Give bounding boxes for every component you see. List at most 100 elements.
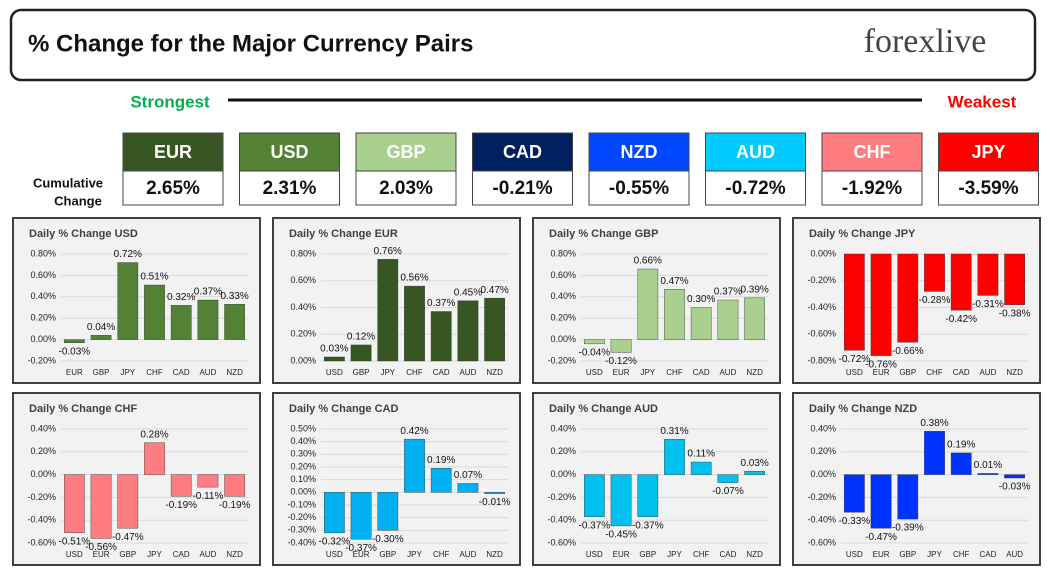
x-tick-label: GBP <box>353 368 370 377</box>
y-tick-label: 0.20% <box>30 313 56 323</box>
y-tick-label: 0.50% <box>290 423 316 433</box>
bar <box>117 262 139 340</box>
bar <box>484 492 505 494</box>
value-label: 0.03% <box>320 344 348 355</box>
currency-value: -3.59% <box>958 178 1018 199</box>
value-label: 0.01% <box>974 460 1002 471</box>
bar <box>224 474 245 497</box>
x-tick-label: EUR <box>93 550 110 559</box>
x-tick-label: EUR <box>613 550 630 559</box>
y-tick-label: 0.20% <box>290 461 316 471</box>
y-tick-label: -0.40% <box>807 515 836 525</box>
y-tick-label: 0.00% <box>550 334 576 344</box>
bar <box>64 339 85 344</box>
y-tick-label: 0.20% <box>810 446 836 456</box>
bar <box>457 300 479 362</box>
currency-value-box <box>821 170 923 206</box>
x-tick-label: EUR <box>353 550 370 559</box>
currency-header <box>938 132 1039 172</box>
currency-value-box <box>122 170 224 206</box>
chart-title: Daily % Change NZD <box>809 403 917 415</box>
x-tick-label: JPY <box>380 368 395 377</box>
chart-title: Daily % Change USD <box>29 228 138 240</box>
bar <box>690 307 712 340</box>
currency-value-box <box>239 170 340 206</box>
bar <box>117 474 139 529</box>
bar <box>717 474 739 483</box>
x-tick-label: JPY <box>147 550 162 559</box>
x-tick-label: CAD <box>719 550 736 559</box>
y-tick-label: 0.40% <box>810 423 836 433</box>
currency-value-box <box>355 170 457 206</box>
value-label: -0.01% <box>479 497 511 508</box>
value-label: -0.37% <box>579 520 611 531</box>
x-tick-label: USD <box>326 368 343 377</box>
chart-title: Daily % Change GBP <box>549 228 658 240</box>
value-label: 0.39% <box>740 285 768 296</box>
y-tick-label: -0.40% <box>547 515 576 525</box>
y-tick-label: 0.60% <box>550 270 576 280</box>
x-tick-label: JPY <box>407 550 422 559</box>
x-tick-label: USD <box>846 368 863 377</box>
bar <box>950 253 972 311</box>
x-tick-label: NZD <box>486 550 503 559</box>
currency-value: -1.92% <box>842 178 902 199</box>
y-tick-label: 0.80% <box>30 248 56 258</box>
currency-header <box>122 132 224 172</box>
x-tick-label: CHF <box>433 550 450 559</box>
value-label: -0.72% <box>839 354 871 365</box>
bar <box>584 339 605 345</box>
x-tick-label: CAD <box>979 550 996 559</box>
row-label: Cumulative <box>33 175 103 190</box>
currency-name: AUD <box>736 142 775 162</box>
y-tick-label: 0.00% <box>290 355 316 365</box>
x-tick-label: AUD <box>199 550 216 559</box>
x-tick-label: JPY <box>667 550 682 559</box>
x-tick-label: NZD <box>1006 368 1023 377</box>
currency-name: NZD <box>621 142 658 162</box>
value-label: 0.47% <box>480 285 508 296</box>
value-label: -0.19% <box>219 500 251 511</box>
y-tick-label: -0.20% <box>547 492 576 502</box>
y-tick-label: -0.20% <box>27 492 56 502</box>
value-label: 0.03% <box>740 458 768 469</box>
x-tick-label: CAD <box>433 368 450 377</box>
bar <box>744 297 765 340</box>
bar <box>870 474 892 529</box>
currency-header <box>588 132 690 172</box>
currency-name: EUR <box>154 142 192 162</box>
value-label: -0.42% <box>945 314 977 325</box>
bar <box>977 473 999 475</box>
currency-header <box>472 132 573 172</box>
value-label: 0.38% <box>920 418 948 429</box>
panel-frame <box>272 392 521 566</box>
x-tick-label: JPY <box>120 368 135 377</box>
value-label: -0.33% <box>839 516 871 527</box>
value-label: 0.31% <box>660 426 688 437</box>
y-tick-label: -0.60% <box>807 329 836 339</box>
y-tick-label: 0.00% <box>550 469 576 479</box>
header-box <box>9 8 1037 82</box>
x-tick-label: AUD <box>459 550 476 559</box>
value-label: 0.19% <box>427 455 455 466</box>
y-tick-label: 0.30% <box>290 449 316 459</box>
bar <box>897 253 919 343</box>
y-tick-label: -0.20% <box>807 492 836 502</box>
y-tick-label: 0.00% <box>30 469 56 479</box>
y-tick-label: -0.10% <box>287 499 316 509</box>
value-label: -0.03% <box>999 482 1031 493</box>
y-tick-label: -0.40% <box>807 302 836 312</box>
currency-name: GBP <box>386 142 425 162</box>
currency-value: 2.65% <box>146 178 200 199</box>
value-label: -0.31% <box>972 299 1004 310</box>
currency-header <box>239 132 340 172</box>
value-label: 0.42% <box>400 426 428 437</box>
currency-value: 2.31% <box>263 178 317 199</box>
chart-title: Daily % Change CAD <box>289 403 398 415</box>
currency-value: -0.72% <box>725 178 785 199</box>
y-tick-label: 0.40% <box>550 291 576 301</box>
bar <box>324 492 345 534</box>
x-tick-label: AUD <box>719 368 736 377</box>
bar <box>844 253 865 351</box>
bar <box>924 253 945 292</box>
